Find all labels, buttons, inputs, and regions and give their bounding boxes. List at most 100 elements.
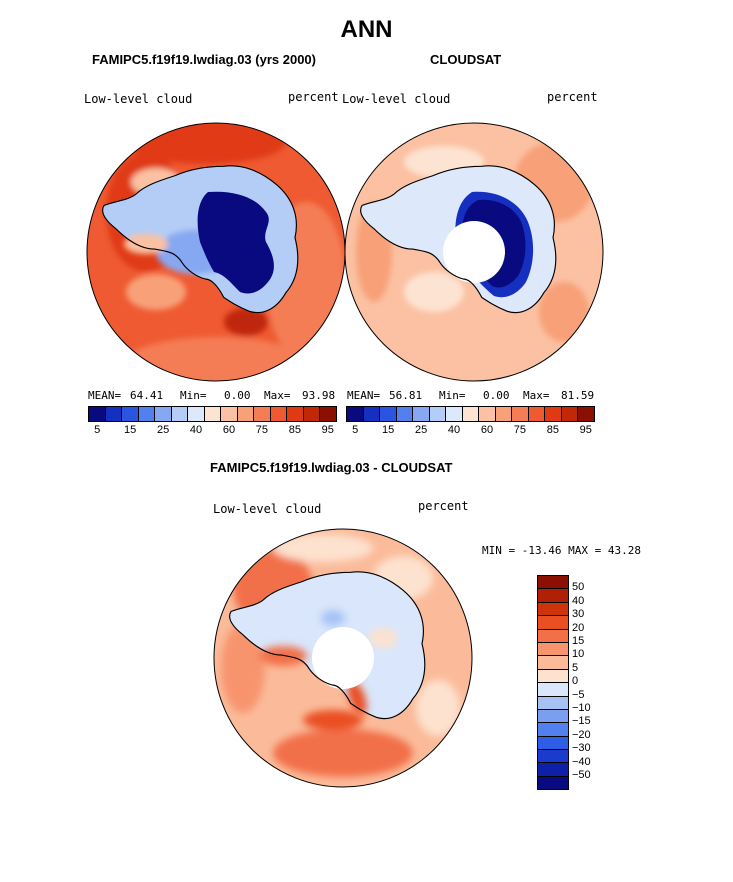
- stat-mean-model: 64.41: [130, 389, 164, 402]
- colorbar-swatch: [538, 589, 568, 603]
- colorbar-swatch: [538, 656, 568, 670]
- diff-min-max: MIN = -13.46 MAX = 43.28: [482, 544, 641, 557]
- colorbar-swatch: [538, 723, 568, 737]
- colorbar-swatch: [105, 407, 123, 421]
- stat-max-label-obs: Max=: [523, 389, 550, 402]
- stat-max-model: 93.98: [302, 389, 336, 402]
- colorbar-swatch: [538, 642, 568, 657]
- colorbar-tick-label: 50: [572, 581, 585, 594]
- variable-label-model: Low-level cloud: [84, 92, 193, 106]
- colorbar-swatch: [171, 407, 189, 421]
- colorbar-tick-label: 5: [352, 424, 359, 436]
- no-data-mask: [312, 627, 374, 689]
- stat-min-label-model: Min=: [180, 389, 207, 402]
- colorbar-swatch: [380, 407, 397, 421]
- panel-title-obs: CLOUDSAT: [430, 52, 502, 67]
- colorbar-swatch: [188, 407, 205, 421]
- colorbar-swatch: [538, 616, 568, 630]
- colorbar-swatch: [538, 750, 568, 764]
- colorbar-tick-label: 0: [572, 675, 579, 688]
- colorbar-swatch: [462, 407, 480, 421]
- polar-map-obs: [344, 122, 604, 382]
- colorbar-tick-label: 15: [124, 424, 137, 436]
- colorbar-swatch: [363, 407, 381, 421]
- stat-min-obs: 0.00: [483, 389, 510, 402]
- colorbar-swatch: [446, 407, 463, 421]
- colorbar-tick-label: 30: [572, 608, 585, 621]
- panel-title-model: FAMIPC5.f19f19.lwdiag.03 (yrs 2000): [92, 52, 316, 67]
- colorbar-swatch: [538, 709, 568, 724]
- stat-max-obs: 81.59: [561, 389, 595, 402]
- colorbar-swatch: [495, 407, 513, 421]
- figure-title: ANN: [340, 16, 393, 43]
- colorbar-tick-label: 95: [579, 424, 592, 436]
- colorbar-swatch: [320, 407, 336, 421]
- colorbar-tick-label: 15: [382, 424, 395, 436]
- stat-max-label-model: Max=: [264, 389, 291, 402]
- stat-mean-obs: 56.81: [389, 389, 423, 402]
- colorbar-tick-label: −15: [572, 715, 591, 728]
- colorbar-swatch: [538, 669, 568, 684]
- colorbar-swatch: [538, 683, 568, 697]
- colorbar-obs: [346, 406, 595, 422]
- colorbar-swatch: [347, 407, 364, 421]
- colorbar-swatch: [538, 763, 568, 777]
- units-label-diff: percent: [418, 499, 469, 513]
- colorbar-swatch: [254, 407, 271, 421]
- colorbar-swatch: [528, 407, 546, 421]
- colorbar-swatch: [538, 576, 568, 590]
- colorbar-tick-label: 75: [513, 424, 527, 436]
- stat-mean-label-obs: MEAN=: [347, 389, 381, 402]
- colorbar-tick-label: 25: [156, 424, 170, 436]
- polar-map-diff: [213, 528, 473, 788]
- colorbar-swatch: [578, 407, 594, 421]
- panel-title-diff: FAMIPC5.f19f19.lwdiag.03 - CLOUDSAT: [210, 460, 453, 475]
- colorbar-swatch: [237, 407, 255, 421]
- colorbar-tick-label: 40: [189, 424, 203, 436]
- stat-mean-label-model: MEAN=: [88, 389, 122, 402]
- colorbar-swatch: [538, 696, 568, 710]
- no-data-mask: [443, 221, 505, 283]
- colorbar-swatch: [138, 407, 156, 421]
- colorbar-swatch: [545, 407, 562, 421]
- colorbar-tick-label: −50: [572, 769, 591, 781]
- colorbar-swatch: [561, 407, 579, 421]
- colorbar-tick-label: −10: [572, 702, 591, 714]
- units-label-model: percent: [288, 90, 339, 104]
- colorbar-tick-label: 40: [572, 594, 585, 607]
- colorbar-swatch: [396, 407, 414, 421]
- colorbar-diff: [537, 575, 569, 791]
- stat-min-label-obs: Min=: [439, 389, 466, 402]
- colorbar-tick-label: 10: [572, 648, 585, 661]
- colorbar-swatch: [479, 407, 496, 421]
- colorbar-tick-label: 85: [288, 424, 301, 436]
- variable-label-obs: Low-level cloud: [342, 92, 451, 106]
- colorbar-tick-label: 40: [447, 424, 461, 436]
- colorbar-swatch: [413, 407, 430, 421]
- colorbar-swatch: [122, 407, 139, 421]
- colorbar-tick-label: 60: [480, 424, 494, 436]
- colorbar-swatch: [204, 407, 222, 421]
- colorbar-swatch: [155, 407, 172, 421]
- colorbar-swatch: [538, 602, 568, 617]
- colorbar-swatch: [221, 407, 238, 421]
- colorbar-tick-label: −5: [572, 688, 585, 701]
- colorbar-swatch: [270, 407, 288, 421]
- colorbar-swatch: [89, 407, 106, 421]
- colorbar-tick-label: −30: [572, 742, 591, 755]
- colorbar-model: [88, 406, 337, 422]
- colorbar-swatch: [512, 407, 529, 421]
- colorbar-swatch: [538, 776, 568, 790]
- colorbar-tick-label: −40: [572, 755, 591, 768]
- colorbar-tick-label: 5: [94, 424, 101, 436]
- colorbar-tick-label: −20: [572, 728, 591, 741]
- stat-min-model: 0.00: [224, 389, 251, 402]
- colorbar-swatch: [538, 736, 568, 751]
- colorbar-tick-label: 5: [572, 661, 579, 674]
- colorbar-swatch: [287, 407, 304, 421]
- colorbar-tick-label: 95: [321, 424, 334, 436]
- colorbar-swatch: [303, 407, 321, 421]
- colorbar-tick-label: 20: [572, 621, 585, 634]
- colorbar-tick-label: 15: [572, 635, 585, 647]
- polar-map-model: [86, 122, 346, 382]
